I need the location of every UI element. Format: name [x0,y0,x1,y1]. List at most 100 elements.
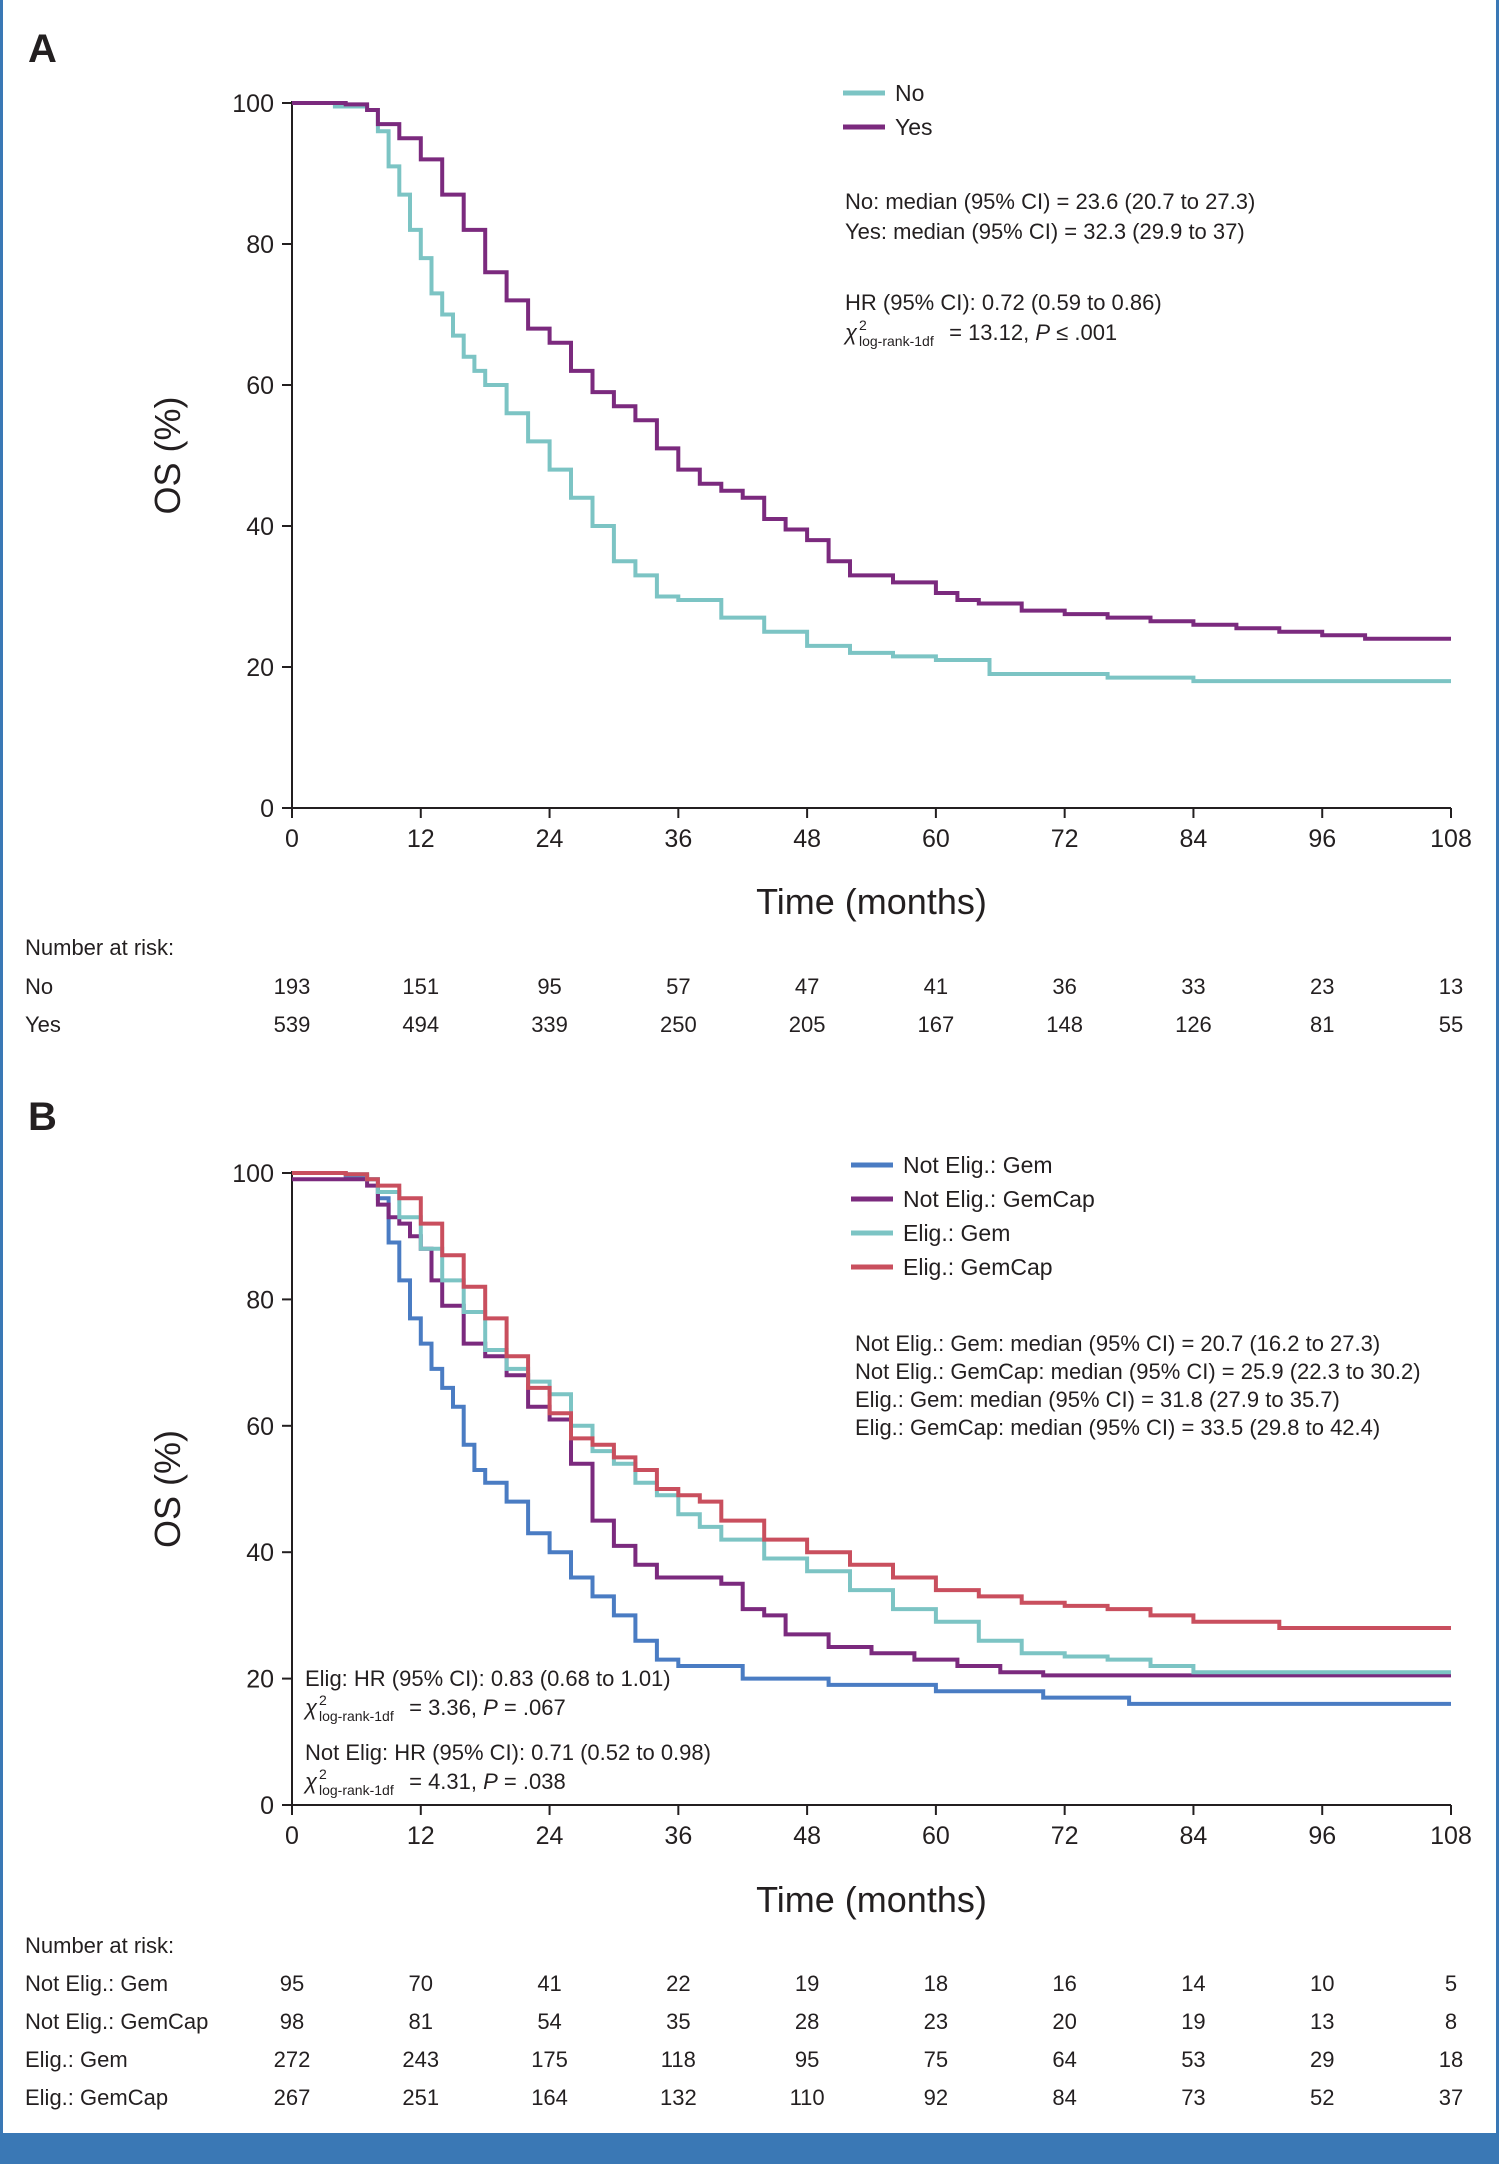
panel-letter: B [28,1095,57,1139]
y-axis-label: OS (%) [147,396,188,514]
risk-count: 52 [1310,2085,1334,2110]
x-tick-label: 48 [793,825,821,853]
x-tick-label: 60 [922,825,950,853]
risk-count: 250 [660,1012,697,1037]
x-axis-label: Time (months) [756,1879,987,1920]
risk-count: 110 [790,2085,825,2110]
chi-square-subscript: log-rank-1df [859,333,934,349]
y-tick-label: 80 [246,231,274,259]
risk-count: 14 [1181,1971,1205,1996]
x-tick-label: 96 [1308,1822,1336,1850]
chi-square-superscript: 2 [319,1692,327,1708]
risk-count: 20 [1052,2009,1076,2034]
panel-letter: A [28,27,57,71]
median-annotation: Elig.: GemCap: median (95% CI) = 33.5 (2… [855,1415,1380,1440]
hazard-ratio-text: HR (95% CI): 0.72 (0.59 to 0.86) [845,290,1162,315]
p-value: ≤ .001 [1050,320,1117,345]
risk-count: 95 [280,1971,304,1996]
legend-label: No [895,80,924,106]
hazard-ratio-text: Not Elig: HR (95% CI): 0.71 (0.52 to 0.9… [305,1740,711,1765]
risk-count: 16 [1052,1971,1076,1996]
risk-count: 95 [537,974,561,999]
x-tick-label: 108 [1430,825,1472,853]
p-value-label: P [483,1769,498,1794]
risk-count: 167 [918,1012,955,1037]
y-tick-label: 20 [246,654,274,682]
legend-label: Yes [895,114,933,140]
risk-row-label: Yes [25,1012,61,1037]
panel-a: A 0 20 40 60 80 100 0 12 24 36 48 60 72 84 96 108 Time (m… [25,27,1472,1037]
risk-count: 267 [274,2085,311,2110]
median-annotation: No: median (95% CI) = 23.6 (20.7 to 27.3… [845,189,1255,214]
risk-count: 175 [531,2047,568,2072]
chi-square-value: = 4.31, [403,1769,483,1794]
risk-count: 339 [531,1012,568,1037]
chi-square-symbol: χ [843,320,858,345]
x-tick-label: 24 [536,825,564,853]
legend-label: Not Elig.: GemCap [903,1186,1095,1212]
y-tick-label: 20 [246,1666,274,1694]
series-line-not-elig-gem [292,1171,1451,1706]
risk-count: 10 [1310,1971,1334,1996]
risk-count: 5 [1445,1971,1457,1996]
risk-count: 8 [1445,2009,1457,2034]
risk-count: 272 [274,2047,311,2072]
risk-count: 81 [1310,1012,1334,1037]
risk-count: 193 [274,974,311,999]
risk-count: 64 [1052,2047,1076,2072]
risk-count: 23 [924,2009,948,2034]
x-tick-label: 12 [407,1822,435,1850]
risk-count: 73 [1181,2085,1205,2110]
x-tick-label: 12 [407,825,435,853]
risk-table-title: Number at risk: [25,1933,174,1958]
x-tick-label: 36 [664,825,692,853]
series-line-no [292,101,1451,684]
x-tick-label: 36 [664,1822,692,1850]
risk-count: 36 [1052,974,1076,999]
risk-count: 37 [1439,2085,1463,2110]
x-tick-label: 72 [1051,825,1079,853]
risk-count: 95 [795,2047,819,2072]
risk-count: 13 [1439,974,1463,999]
risk-count: 35 [666,2009,690,2034]
risk-count: 81 [409,2009,433,2034]
risk-row-label: Not Elig.: GemCap [25,2009,208,2034]
chi-square-text: = 4.31, P = .038 [403,1769,566,1794]
risk-row-label: Elig.: GemCap [25,2085,168,2110]
risk-count: 19 [1181,2009,1205,2034]
risk-row-label: No [25,974,53,999]
risk-count: 41 [924,974,948,999]
y-tick-label: 80 [246,1286,274,1314]
p-value: = .067 [498,1695,566,1720]
chi-square-symbol: χ [303,1769,318,1794]
x-tick-label: 96 [1308,825,1336,853]
legend-label: Elig.: Gem [903,1220,1010,1246]
legend-label: Not Elig.: Gem [903,1152,1053,1178]
risk-count: 41 [537,1971,561,1996]
x-tick-label: 48 [793,1822,821,1850]
chi-square-symbol: χ [303,1695,318,1720]
x-tick-label: 0 [285,1822,299,1850]
y-tick-label: 40 [246,513,274,541]
risk-count: 118 [661,2047,696,2072]
y-tick-label: 60 [246,1413,274,1441]
chi-square-text: = 3.36, P = .067 [403,1695,566,1720]
median-annotation: Elig.: Gem: median (95% CI) = 31.8 (27.9… [855,1387,1340,1412]
risk-table-title: Number at risk: [25,935,174,960]
chi-square-value: = 13.12, [943,320,1035,345]
series-line-not-elig-gemcap [292,1177,1451,1678]
risk-count: 92 [924,2085,948,2110]
risk-count: 148 [1046,1012,1083,1037]
risk-count: 18 [1439,2047,1463,2072]
x-tick-label: 108 [1430,1822,1472,1850]
risk-count: 19 [795,1971,819,1996]
y-tick-label: 40 [246,1539,274,1567]
y-tick-label: 60 [246,372,274,400]
risk-count: 539 [274,1012,311,1037]
risk-count: 18 [924,1971,948,1996]
risk-count: 75 [924,2047,948,2072]
risk-count: 98 [280,2009,304,2034]
risk-count: 54 [537,2009,561,2034]
chi-square-superscript: 2 [319,1766,327,1782]
